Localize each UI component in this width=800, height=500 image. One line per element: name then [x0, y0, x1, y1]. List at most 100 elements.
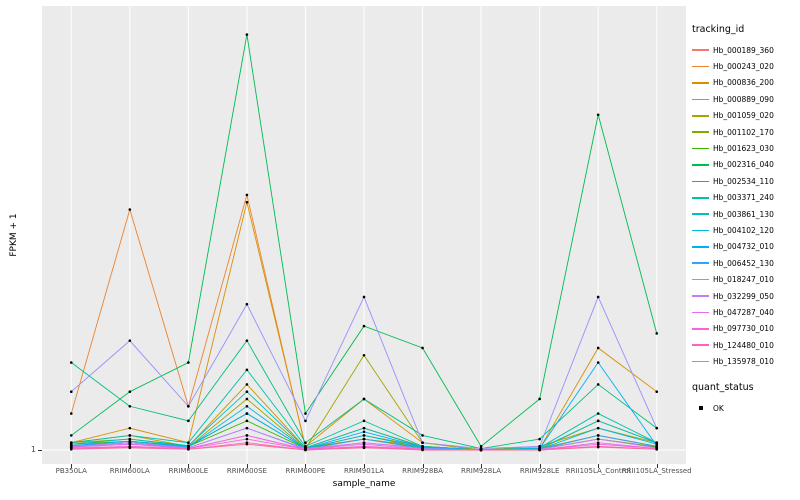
- data-point: [362, 437, 366, 441]
- line-key-icon: [692, 59, 709, 74]
- legend: tracking_id Hb_000189_360 Hb_000243_020 Hb…: [692, 24, 798, 416]
- legend-item-Hb_002316_040: Hb_002316_040: [692, 157, 798, 173]
- data-point: [245, 434, 249, 437]
- data-point: [128, 339, 132, 342]
- line-key-icon: [692, 321, 709, 336]
- data-point: [187, 447, 190, 451]
- legend-label: OK: [713, 403, 724, 413]
- legend-item-Hb_000243_020: Hb_000243_020: [692, 58, 798, 74]
- data-point: [362, 446, 366, 450]
- data-point: [362, 397, 366, 401]
- legend-label: Hb_002534_110: [713, 176, 774, 186]
- legend-item-Hb_000836_200: Hb_000836_200: [692, 75, 798, 91]
- x-tick-label: RRII105LA_Stressed: [621, 467, 692, 475]
- line-key-icon: [692, 207, 709, 222]
- x-tick-mark: [539, 464, 541, 468]
- data-point: [596, 383, 600, 386]
- data-point: [596, 419, 600, 423]
- data-point: [245, 200, 249, 204]
- x-tick-label: RRIM928BA: [402, 467, 443, 475]
- data-point: [187, 419, 190, 423]
- data-point: [596, 412, 600, 415]
- x-tick-label: RRII105LA_Control: [565, 467, 631, 475]
- line-key-icon: [692, 43, 709, 58]
- x-tick-label: RRIM928LE: [519, 467, 560, 475]
- legend-label: Hb_032299_050: [713, 291, 774, 301]
- data-point: [304, 419, 307, 423]
- data-point: [304, 441, 307, 445]
- x-tick-label: RRIM600LA: [109, 467, 150, 475]
- data-point: [596, 113, 600, 117]
- data-point: [479, 445, 483, 448]
- data-point: [362, 419, 366, 423]
- data-point: [421, 434, 424, 437]
- data-point: [245, 33, 249, 36]
- legend-item-Hb_003371_240: Hb_003371_240: [692, 190, 798, 206]
- data-point: [538, 397, 541, 401]
- legend-item-Hb_135978_010: Hb_135978_010: [692, 353, 798, 369]
- data-point: [362, 324, 366, 328]
- data-point: [596, 434, 600, 437]
- x-tick-label: RRIM901LA: [343, 467, 385, 475]
- x-tick-label: PB350LA: [55, 467, 87, 475]
- line-key-icon: [692, 125, 709, 140]
- data-point: [596, 346, 600, 350]
- line-key-icon: [692, 223, 709, 238]
- x-tick-mark: [305, 464, 307, 468]
- x-tick-mark: [129, 464, 131, 468]
- legend-item-quant-ok: OK: [692, 400, 798, 416]
- legend-item-Hb_047287_040: Hb_047287_040: [692, 304, 798, 320]
- legend-item-Hb_001102_170: Hb_001102_170: [692, 124, 798, 140]
- x-axis-label: sample_name: [332, 479, 396, 489]
- data-point: [596, 437, 600, 441]
- data-point: [245, 383, 249, 386]
- data-point: [245, 412, 249, 415]
- data-point: [655, 390, 659, 393]
- legend-label: Hb_018247_010: [713, 275, 774, 285]
- data-point: [304, 448, 307, 452]
- legend-label: Hb_004732_010: [713, 242, 774, 252]
- line-key-icon: [692, 239, 709, 254]
- legend-item-Hb_097730_010: Hb_097730_010: [692, 321, 798, 337]
- legend-title-quant-status: quant_status: [692, 381, 754, 393]
- data-point: [245, 442, 249, 446]
- data-point: [245, 193, 249, 197]
- line-key-icon: [692, 75, 709, 90]
- data-point: [128, 442, 132, 446]
- line-key-icon: [692, 354, 709, 369]
- legend-item-Hb_000889_090: Hb_000889_090: [692, 91, 798, 107]
- data-point: [128, 434, 132, 437]
- data-point: [421, 346, 424, 350]
- legend-item-Hb_004102_120: Hb_004102_120: [692, 222, 798, 238]
- x-tick-mark: [364, 464, 365, 468]
- legend-label: Hb_001102_170: [713, 127, 774, 137]
- line-key-icon: [692, 108, 709, 123]
- data-point: [362, 353, 366, 357]
- data-point: [69, 447, 73, 451]
- line-key-icon: [692, 190, 709, 205]
- data-point: [69, 390, 73, 393]
- chart-svg: [42, 6, 686, 464]
- x-tick-mark: [246, 464, 248, 468]
- legend-label: Hb_000836_200: [713, 78, 774, 88]
- data-point: [655, 447, 659, 451]
- data-point: [596, 426, 600, 430]
- legend-label: Hb_006452_130: [713, 258, 774, 268]
- data-point: [596, 445, 600, 449]
- data-point: [421, 441, 424, 445]
- data-point: [245, 390, 249, 393]
- data-point: [538, 445, 541, 448]
- data-point: [362, 442, 366, 446]
- x-tick-label: RRIM600PE: [285, 467, 326, 475]
- legend-label: Hb_001059_020: [713, 111, 774, 121]
- data-point: [245, 397, 249, 401]
- data-point: [362, 426, 366, 430]
- data-point: [245, 419, 249, 423]
- legend-item-Hb_002534_110: Hb_002534_110: [692, 173, 798, 189]
- legend-item-Hb_001059_020: Hb_001059_020: [692, 108, 798, 124]
- legend-item-Hb_000189_360: Hb_000189_360: [692, 42, 798, 58]
- line-key-icon: [692, 289, 709, 304]
- data-point: [69, 434, 73, 437]
- data-point: [655, 332, 659, 335]
